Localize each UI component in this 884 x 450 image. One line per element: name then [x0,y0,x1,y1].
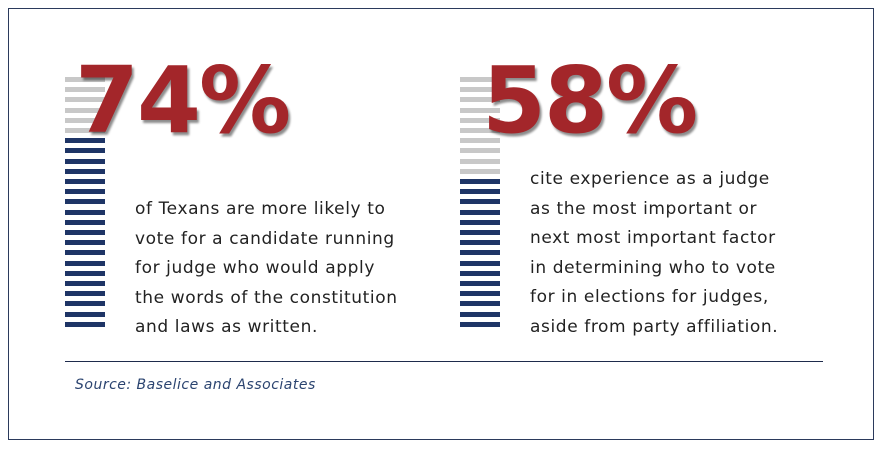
gauge-bar-filled [65,270,105,276]
divider-line [65,361,823,362]
gauge-bar-filled [65,179,105,184]
gauge-bar-filled [460,199,500,205]
stat-description: cite experience as a judge as the most i… [530,169,779,337]
gauge-bar-empty [460,138,500,144]
gauge-bar-filled [460,189,500,195]
infographic-frame: 74% of Texans are more likely to vote fo… [8,8,874,440]
stat-panel-74: 74% of Texans are more likely to vote fo… [65,55,405,337]
gauge-bar-filled [65,250,105,256]
gauge-bar-empty [460,128,500,133]
gauge-bar-filled [460,179,500,184]
gauge-bar-empty [65,87,105,93]
gauge-bar-filled [65,138,105,144]
gauge-bar-filled [65,219,105,225]
stat-description: of Texans are more likely to vote for a … [135,199,398,337]
gauge-bar-filled [460,219,500,225]
gauge-bar-filled [460,301,500,307]
gauge-bar-filled [460,270,500,276]
gauge-bar-filled [65,260,105,266]
gauge-bar-filled [65,240,105,246]
gauge-bar-filled [65,209,105,215]
gauge-bar-filled [460,260,500,266]
gauge-bar-empty [460,77,500,82]
gauge-bar-filled [460,291,500,297]
gauge-bar-empty [460,148,500,154]
percentage-value: 74% [75,47,291,154]
gauge-bar-filled [65,301,105,307]
gauge-bar-empty [460,97,500,103]
gauge-bar-filled [460,321,500,327]
gauge-bar-filled [460,209,500,215]
percentage-value: 58% [482,47,698,154]
gauge-bar-filled [460,311,500,317]
gauge-bar-empty [460,158,500,164]
gauge-bar-empty [460,87,500,93]
gauge-bar-filled [460,240,500,246]
gauge-bar-empty [65,128,105,133]
gauge-bar-empty [460,107,500,113]
gauge-bar-empty [65,107,105,113]
gauge-bar-filled [460,230,500,235]
gauge-bar-filled [65,189,105,195]
gauge-bar-empty [460,168,500,174]
gauge-bar-empty [460,117,500,123]
gauge-bar-filled [65,148,105,154]
gauge-bar-empty [65,117,105,123]
stat-panel-58: 58% cite experience as a judge as the mo… [460,55,820,337]
gauge-bar-filled [65,168,105,174]
gauge-bar-filled [460,250,500,256]
gauge-bar-empty [65,77,105,82]
gauge-bar-filled [65,321,105,327]
gauge-bar-empty [65,97,105,103]
gauge-bar-filled [65,230,105,235]
gauge-bar-filled [65,311,105,317]
gauge-bar-filled [65,158,105,164]
gauge-bar-filled [65,291,105,297]
gauge-bar-filled [65,199,105,205]
gauge-bar-filled [65,281,105,286]
gauge-bar-filled [460,281,500,286]
source-note: Source: Baselice and Associates [75,377,316,393]
